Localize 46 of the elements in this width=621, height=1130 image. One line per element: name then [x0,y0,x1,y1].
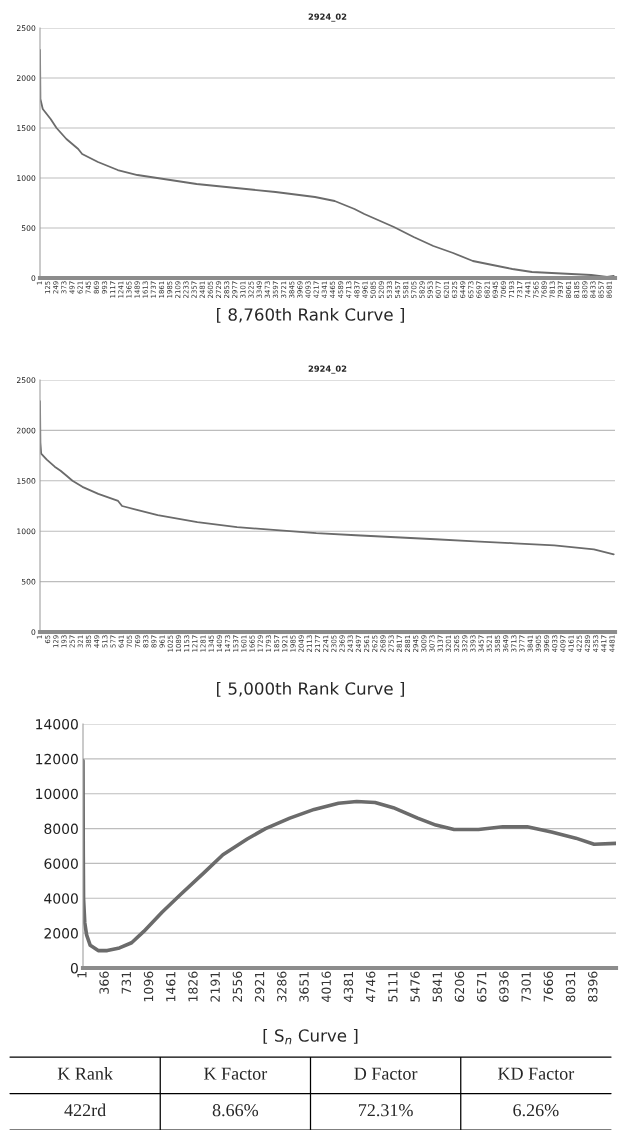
text: K Rank [57,1067,113,1080]
y-tick-label: 8000 [44,823,78,835]
x-tick-label: 8396 [588,971,598,1002]
x-tick-label: 2921 [254,971,265,1002]
x-tick-label: 3286 [277,971,287,1002]
x-tick-label: 8031 [565,971,576,1002]
text: 422rd [64,1103,106,1117]
x-tick-label: 5111 [388,971,398,1002]
text: D Factor [354,1067,418,1080]
x-tick-label: 4016 [321,971,331,1002]
text: [ S$_{n}$ Curve ] [263,1028,358,1045]
x-tick-label: 2556 [232,971,243,1002]
y-tick-label: 12000 [36,753,78,765]
text: [ 8,760th Rank Curve ] [217,307,404,323]
text: 72.31% [358,1104,413,1117]
x-tick-label: 6206 [454,971,465,1002]
x-tick-label: 5476 [410,971,420,1002]
x-tick-label: 4746 [365,971,376,1002]
x-tick-label: 4381 [343,971,354,1002]
chart-title: 2924_02 [308,13,347,22]
x-tick-label: 1 [77,971,87,978]
y-tick-label: 2000 [44,928,78,939]
x-tick-label: 2191 [210,971,220,1002]
text: [ 5,000th Rank Curve ] [217,681,404,697]
y-tick-label: 14000 [36,718,78,730]
y-tick-label: 10000 [36,788,78,800]
chart-title: 2924_02 [308,365,347,374]
y-tick-label: 0 [70,962,78,974]
x-tick-label: 5841 [432,971,442,1002]
text: 8.66% [212,1104,259,1117]
text: KD Factor [498,1067,575,1080]
x-tick-label: 6571 [476,971,487,1002]
x-tick-label: 6936 [499,971,509,1002]
text: 6.26% [513,1104,559,1117]
x-tick-label: 7666 [543,971,554,1002]
x-tick-label: 366 [99,971,109,994]
y-tick-label: 6000 [44,858,78,869]
x-tick-label: 1826 [188,971,198,1002]
x-tick-label: 731 [121,971,132,994]
x-tick-label: 7301 [521,971,531,1002]
line-series [83,758,616,953]
x-tick-label: 1461 [166,971,176,1002]
x-tick-label: 1096 [143,971,154,1002]
x-tick-label: 3651 [299,971,309,1002]
text: K Factor [204,1067,268,1080]
y-tick-label: 4000 [44,893,78,904]
